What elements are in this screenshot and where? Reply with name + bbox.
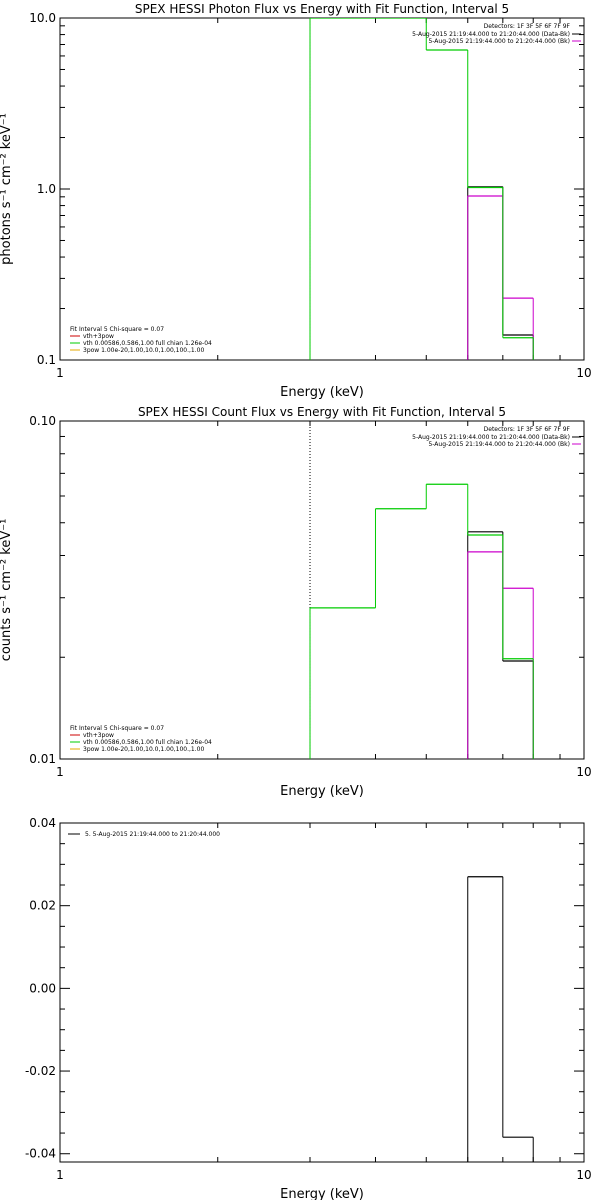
chart-title: SPEX HESSI Count Flux vs Energy with Fit… bbox=[138, 405, 506, 419]
legend-entry: vth 0.00586,0.586,1.00 full chian 1.26e-… bbox=[83, 340, 212, 347]
series-bk bbox=[467, 551, 534, 759]
chart-panel-1: SPEX HESSI Photon Flux vs Energy with Fi… bbox=[0, 2, 592, 400]
chart-panel-3: 1 10 0.04 0.02 0.00 -0.02 -0.04 Energy (keV) 5. … bbox=[25, 816, 592, 1200]
x-axis-label: Energy (keV) bbox=[280, 784, 364, 799]
y-tick-label: 10.0 bbox=[29, 11, 56, 25]
series-data-bk bbox=[467, 186, 534, 360]
plot-area bbox=[467, 876, 534, 1162]
series-vth bbox=[309, 18, 534, 360]
x-tick-label: 10 bbox=[576, 765, 591, 779]
y-tick-label: 0.1 bbox=[37, 353, 56, 367]
legend-top: 5. 5-Aug-2015 21:19:44.000 to 21:20:44.0… bbox=[68, 831, 220, 838]
x-axis-label: Energy (keV) bbox=[280, 1187, 364, 1200]
legend-entry: 5-Aug-2015 21:19:44.000 to 21:20:44.000 … bbox=[412, 31, 570, 38]
legend-entry: 3pow 1.00e-20,1.00,10.0,1.00,100.,1.00 bbox=[83, 746, 204, 753]
legend-entry: vth 0.00586,0.586,1.00 full chian 1.26e-… bbox=[83, 739, 212, 746]
plot-frame bbox=[59, 17, 585, 361]
x-axis-label: Energy (keV) bbox=[280, 385, 364, 400]
y-tick-label: 1.0 bbox=[37, 182, 56, 196]
chart-title: SPEX HESSI Photon Flux vs Energy with Fi… bbox=[135, 2, 509, 16]
plot-frame bbox=[59, 420, 585, 760]
x-tick-label: 1 bbox=[56, 1168, 64, 1182]
plot-frame bbox=[59, 822, 585, 1163]
plot-area bbox=[309, 18, 534, 360]
y-tick-label: 0.01 bbox=[29, 752, 56, 766]
x-tick-label: 10 bbox=[576, 366, 591, 380]
legend-entry: 5-Aug-2015 21:19:44.000 to 21:20:44.000 … bbox=[428, 38, 570, 45]
legend-entry: 5. 5-Aug-2015 21:19:44.000 to 21:20:44.0… bbox=[85, 831, 220, 838]
legend-header: Fit Interval 5 Chi-square = 0.07 bbox=[70, 326, 164, 333]
chart-panel-2: SPEX HESSI Count Flux vs Energy with Fit… bbox=[0, 405, 592, 799]
legend-header: Detectors: 1F 3F 5F 6F 7F 9F bbox=[484, 426, 571, 433]
legend-bottom: Fit Interval 5 Chi-square = 0.07vth+3pow… bbox=[70, 725, 212, 753]
x-tick-label: 10 bbox=[576, 1168, 591, 1182]
legend-entry: 5-Aug-2015 21:19:44.000 to 21:20:44.000 … bbox=[428, 441, 570, 448]
y-tick-label: 0.04 bbox=[29, 816, 56, 830]
series-vth bbox=[309, 483, 534, 759]
y-tick-label: 0.10 bbox=[29, 414, 56, 428]
y-axis-label: photons s⁻¹ cm⁻² keV⁻¹ bbox=[0, 113, 14, 265]
legend-entry: 3pow 1.00e-20,1.00,10.0,1.00,100.,1.00 bbox=[83, 347, 204, 354]
y-axis-label: counts s⁻¹ cm⁻² keV⁻¹ bbox=[0, 519, 14, 662]
plot-area bbox=[309, 421, 534, 759]
legend-top: Detectors: 1F 3F 5F 6F 7F 9F5-Aug-2015 2… bbox=[412, 426, 581, 448]
y-tick-label: -0.02 bbox=[25, 1064, 56, 1078]
legend-header: Fit Interval 5 Chi-square = 0.07 bbox=[70, 725, 164, 732]
series-residuals bbox=[467, 876, 534, 1162]
legend-entry: vth+3pow bbox=[83, 732, 114, 739]
y-tick-label: 0.02 bbox=[29, 899, 56, 913]
x-tick-label: 1 bbox=[56, 366, 64, 380]
y-tick-label: -0.04 bbox=[25, 1147, 56, 1161]
legend-top: Detectors: 1F 3F 5F 6F 7F 9F5-Aug-2015 2… bbox=[412, 23, 581, 45]
legend-entry: vth+3pow bbox=[83, 333, 114, 340]
y-tick-label: 0.00 bbox=[29, 981, 56, 995]
series-data-bk bbox=[467, 531, 534, 759]
legend-entry: 5-Aug-2015 21:19:44.000 to 21:20:44.000 … bbox=[412, 434, 570, 441]
legend-bottom: Fit Interval 5 Chi-square = 0.07vth+3pow… bbox=[70, 326, 212, 354]
legend-header: Detectors: 1F 3F 5F 6F 7F 9F bbox=[484, 23, 571, 30]
x-tick-label: 1 bbox=[56, 765, 64, 779]
